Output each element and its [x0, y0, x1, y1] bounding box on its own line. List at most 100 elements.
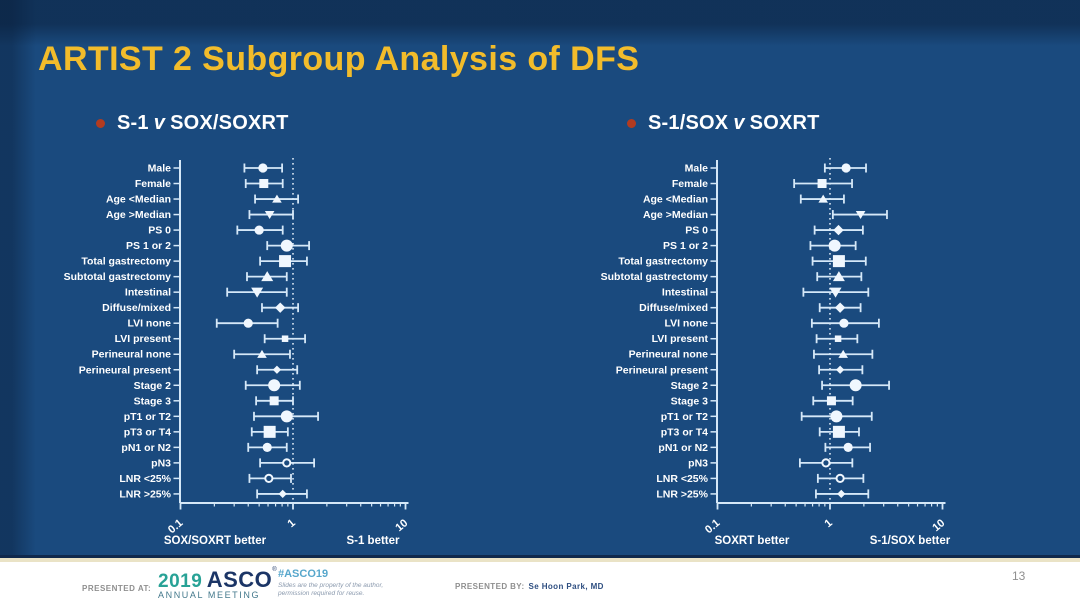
presented-by-caption: PRESENTED BY: [455, 582, 525, 591]
marker-triangle-up [261, 271, 274, 282]
forest-row: LVI none [664, 318, 880, 330]
forest-row: Stage 3 [134, 395, 294, 407]
slide-title: ARTIST 2 Subgroup Analysis of DFS [38, 40, 640, 78]
row-label: LVI none [664, 318, 708, 330]
left-plot-heading-text: S-1 v SOX/SOXRT [117, 112, 289, 135]
marker-diamond [272, 365, 282, 374]
row-label: Stage 3 [671, 395, 709, 407]
forest-row: PS 0 [148, 225, 284, 237]
row-label: Age >Median [106, 209, 171, 221]
forest-row: LNR <25% [119, 473, 292, 485]
marker-triangle-up [818, 194, 828, 203]
row-label: Male [148, 163, 172, 175]
forest-row: Total gastrectomy [81, 255, 308, 268]
forest-row: LNR >25% [119, 488, 308, 500]
right-vs: v [733, 112, 745, 134]
forest-row: Subtotal gastrectomy [64, 271, 288, 283]
forest-row: Female [135, 178, 284, 190]
forest-row: pT1 or T2 [661, 410, 873, 423]
x-tick-label: 10 [930, 517, 947, 534]
disclaimer-line2: permission required for reuse. [278, 590, 365, 597]
forest-row: Stage 2 [134, 379, 301, 392]
marker-circle [849, 379, 862, 392]
row-label: LNR <25% [119, 473, 171, 485]
row-label: PS 0 [685, 225, 708, 237]
row-label: Perineural present [79, 364, 172, 376]
row-label: Perineural none [629, 349, 709, 361]
marker-diamond [833, 224, 844, 236]
hashtag: #ASCO19 [278, 568, 329, 580]
row-label: Perineural present [616, 364, 709, 376]
marker-square [817, 179, 827, 189]
marker-square [834, 335, 842, 342]
marker-circle [841, 163, 851, 173]
marker-square [259, 179, 269, 189]
forest-row: Stage 2 [671, 379, 890, 392]
forest-row: Age >Median [643, 209, 888, 221]
forest-row: PS 0 [685, 224, 864, 237]
forest-row: Age <Median [106, 194, 299, 206]
marker-circle-open [835, 473, 845, 483]
forest-row: PS 1 or 2 [126, 239, 310, 252]
marker-circle-open [282, 458, 292, 468]
row-label: Stage 3 [134, 395, 172, 407]
row-label: Subtotal gastrectomy [601, 271, 709, 283]
forest-row: Intestinal [662, 287, 870, 299]
forest-row: Diffuse/mixed [639, 302, 862, 314]
marker-circle [262, 442, 272, 452]
row-label: Age <Median [106, 194, 171, 206]
row-label: PS 1 or 2 [663, 240, 708, 252]
row-label: pT1 or T2 [661, 411, 708, 423]
marker-triangle-down [251, 287, 264, 298]
page-number: 13 [1012, 569, 1026, 583]
x-tick-label: 10 [393, 517, 410, 534]
forest-row: Perineural none [629, 349, 874, 361]
marker-circle [243, 318, 253, 328]
forest-row: pT3 or T4 [124, 425, 289, 438]
forest-row: pN1 or N2 [121, 442, 288, 454]
marker-square [826, 396, 836, 406]
logo-org: ASCO [206, 567, 273, 592]
forest-row: pT1 or T2 [124, 410, 319, 423]
row-label: LVI none [127, 318, 171, 330]
row-label: LVI present [115, 333, 172, 345]
row-label: Perineural none [92, 349, 172, 361]
bullet-icon [96, 119, 105, 128]
row-label: LNR >25% [656, 488, 708, 500]
row-label: Stage 2 [671, 380, 709, 392]
marker-circle-open [264, 473, 274, 483]
row-label: Diffuse/mixed [639, 302, 708, 314]
registered-mark-icon: ® [272, 567, 277, 573]
logo-subtitle: ANNUAL MEETING [158, 590, 261, 600]
marker-triangle-down [829, 287, 842, 298]
forest-row: LNR >25% [656, 488, 870, 500]
marker-square [832, 255, 845, 268]
left-arm-a: S-1 [117, 112, 149, 134]
forest-plot-left: 0.1 1 10 SOX/SOXRT better S-1 better Male Fema… [64, 158, 410, 547]
right-plot-heading: S-1/SOX v SOXRT [627, 112, 820, 135]
row-label: Subtotal gastrectomy [64, 271, 172, 283]
forest-row: pN1 or N2 [658, 442, 871, 454]
marker-triangle-up [832, 271, 845, 282]
right-arm-b: SOXRT [749, 112, 820, 134]
marker-circle [280, 410, 293, 423]
marker-diamond [835, 365, 845, 374]
forest-row: pN3 [151, 457, 315, 469]
marker-triangle-up [838, 349, 848, 358]
row-label: pN1 or N2 [121, 442, 171, 454]
marker-circle [839, 318, 849, 328]
forest-row: Perineural none [92, 349, 291, 361]
forest-plot-right: 0.1 1 10 SOXRT better S-1/SOX better Male Fema… [601, 158, 951, 547]
forest-row: pN3 [688, 457, 854, 469]
marker-square [279, 255, 292, 268]
row-label: Female [672, 178, 708, 190]
row-label: PS 1 or 2 [126, 240, 171, 252]
row-label: Total gastrectomy [81, 256, 171, 268]
marker-square [263, 425, 276, 438]
asco-meeting-logo: 2019 ASCO® ANNUAL MEETING [158, 567, 277, 600]
right-arm-a: S-1/SOX [648, 112, 729, 134]
xlabel-right-better: S-1 better [346, 535, 400, 547]
row-label: Intestinal [662, 287, 708, 299]
marker-square [832, 425, 845, 438]
presented-by-label: PRESENTED BY: Se Hoon Park, MD [455, 582, 604, 591]
